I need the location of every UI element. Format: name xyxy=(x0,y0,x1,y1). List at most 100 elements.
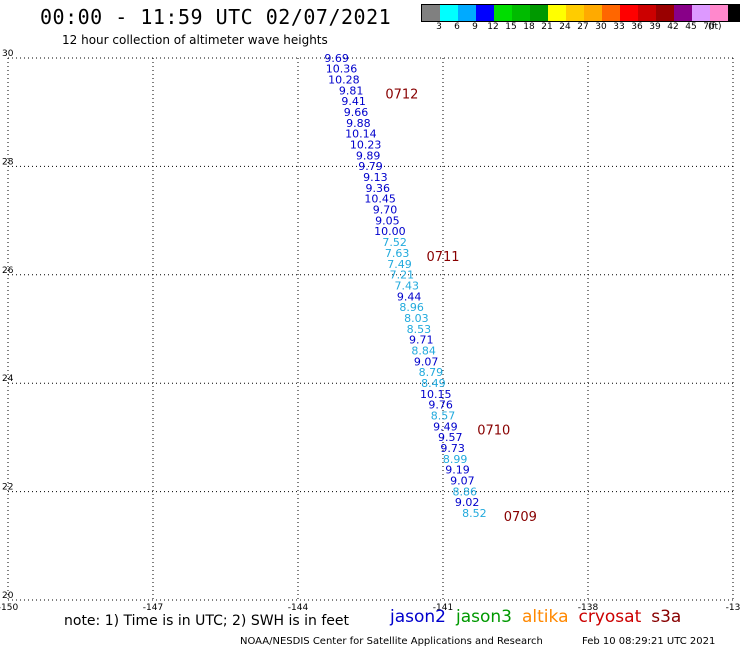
wave-height-point: 9.88 xyxy=(346,117,371,130)
wave-height-point: 8.53 xyxy=(407,323,432,336)
wave-height-point: 10.14 xyxy=(345,128,377,141)
lat-tick-label: 30 xyxy=(2,49,14,59)
legend-label: 6 xyxy=(454,22,460,32)
legend-swatch xyxy=(422,5,440,21)
legend-label: 15 xyxy=(505,22,517,32)
credit-text: NOAA/NESDIS Center for Satellite Applica… xyxy=(240,636,543,647)
wave-height-point: 10.00 xyxy=(374,225,406,238)
legend-swatch xyxy=(476,5,494,21)
lon-tick-label: -144 xyxy=(288,603,309,610)
satellite-s3a: s3a xyxy=(651,607,682,627)
wave-height-point: 9.13 xyxy=(363,171,388,184)
wave-height-point: 7.49 xyxy=(387,258,412,271)
legend-swatch xyxy=(656,5,674,21)
page-title: 00:00 - 11:59 UTC 02/07/2021 xyxy=(40,5,392,29)
legend-swatch xyxy=(548,5,566,21)
legend-label: 24 xyxy=(559,22,571,32)
satellite-altika: altika xyxy=(522,607,569,627)
wave-height-point: 9.05 xyxy=(375,214,400,227)
color-legend-units: (ft) xyxy=(708,22,722,32)
legend-label: 30 xyxy=(595,22,607,32)
legend-swatch xyxy=(512,5,530,21)
page-subtitle: 12 hour collection of altimeter wave hei… xyxy=(62,33,328,47)
footer-note: note: 1) Time is in UTC; 2) SWH is in fe… xyxy=(64,613,350,629)
lon-tick-label: -138 xyxy=(578,603,599,610)
wave-height-point: 9.02 xyxy=(455,496,480,509)
legend-swatch xyxy=(530,5,548,21)
legend-label: 9 xyxy=(472,22,478,32)
legend-label: 12 xyxy=(487,22,499,32)
color-legend-bar xyxy=(421,4,740,22)
pass-time-label: 0712 xyxy=(385,87,418,102)
wave-height-point: 8.84 xyxy=(411,344,436,357)
wave-height-point: 10.23 xyxy=(350,139,382,152)
legend-label: 39 xyxy=(649,22,661,32)
legend-swatch xyxy=(710,5,728,21)
lat-tick-label: 20 xyxy=(2,591,14,601)
wave-height-point: 9.57 xyxy=(438,431,463,444)
wave-height-point: 8.49 xyxy=(421,377,446,390)
legend-label: 70 xyxy=(703,22,715,32)
wave-height-point: 8.99 xyxy=(443,453,468,466)
wave-height-point: 9.36 xyxy=(366,182,391,195)
legend-swatch xyxy=(494,5,512,21)
wave-height-point: 10.45 xyxy=(364,193,396,206)
pass-time-label: 0711 xyxy=(426,250,459,265)
wave-height-point: 9.19 xyxy=(445,464,470,477)
lon-tick-label: -13 xyxy=(726,603,740,610)
wave-height-point: 10.15 xyxy=(420,388,452,401)
legend-label: 36 xyxy=(631,22,643,32)
pass-time-label: 0710 xyxy=(477,423,510,438)
lon-tick-label: -141 xyxy=(433,603,453,610)
legend-swatch xyxy=(692,5,710,21)
wave-height-point: 9.69 xyxy=(324,52,349,65)
legend-swatch xyxy=(674,5,692,21)
wave-height-point: 7.52 xyxy=(382,236,407,249)
satellite-cryosat: cryosat xyxy=(578,607,642,627)
wave-height-point: 9.44 xyxy=(397,290,422,303)
satellite-jason3: jason3 xyxy=(456,607,512,627)
legend-swatch xyxy=(566,5,584,21)
wave-height-point: 8.96 xyxy=(399,301,424,314)
legend-label: 27 xyxy=(577,22,589,32)
wave-height-point: 9.76 xyxy=(428,399,453,412)
legend-swatch xyxy=(638,5,656,21)
wave-height-point: 8.86 xyxy=(453,485,478,498)
color-legend-labels: 3 6 9 12 15 18 21 24 27 30 33 36 39 42 45 70 xyxy=(421,22,740,34)
lat-tick-label: 22 xyxy=(2,483,13,493)
legend-swatch xyxy=(728,5,740,21)
legend-swatch xyxy=(458,5,476,21)
wave-height-point: 7.21 xyxy=(390,269,415,282)
wave-height-point: 9.70 xyxy=(373,204,398,217)
satellite-legend: jason2 jason3 altika cryosat s3a xyxy=(390,607,691,627)
wave-height-point: 7.43 xyxy=(395,279,420,292)
lon-tick-label: -147 xyxy=(143,603,163,610)
wave-height-point: 9.49 xyxy=(433,420,458,433)
wave-height-point: 9.07 xyxy=(414,355,439,368)
legend-swatch xyxy=(620,5,638,21)
generated-timestamp: Feb 10 08:29:21 UTC 2021 xyxy=(582,636,716,647)
lat-tick-label: 28 xyxy=(2,157,14,167)
wave-height-point: 9.07 xyxy=(450,475,475,488)
lat-tick-label: 26 xyxy=(2,266,14,276)
wave-height-point: 9.89 xyxy=(356,149,381,162)
legend-label: 45 xyxy=(685,22,697,32)
legend-label: 18 xyxy=(523,22,535,32)
legend-swatch xyxy=(440,5,458,21)
pass-time-label: 0709 xyxy=(504,510,537,525)
wave-height-point: 10.28 xyxy=(328,73,360,86)
wave-height-point: 9.79 xyxy=(358,160,383,173)
wave-height-point: 10.36 xyxy=(326,63,358,76)
legend-swatch xyxy=(584,5,602,21)
wave-height-point: 7.63 xyxy=(385,247,410,260)
wave-height-point: 9.41 xyxy=(341,95,366,108)
legend-label: 3 xyxy=(436,22,442,32)
lon-tick-label: -150 xyxy=(0,603,18,610)
wave-height-point: 8.57 xyxy=(431,410,456,423)
wave-height-point: 8.52 xyxy=(462,507,487,520)
lat-tick-label: 24 xyxy=(2,374,14,384)
wave-height-point: 9.71 xyxy=(409,334,434,347)
wave-height-point: 8.03 xyxy=(404,312,429,325)
legend-label: 42 xyxy=(667,22,679,32)
wave-height-point: 8.79 xyxy=(419,366,444,379)
